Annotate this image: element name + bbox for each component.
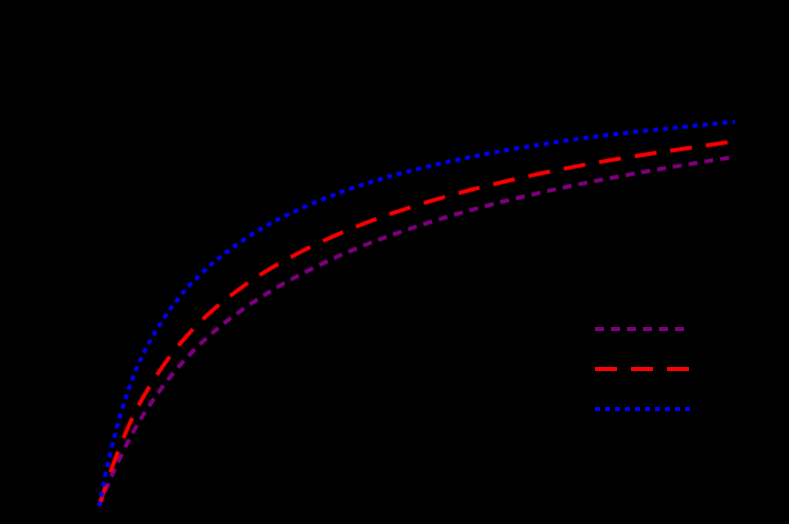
legend-swatch-purple	[595, 327, 690, 331]
chart-legend	[588, 312, 778, 430]
legend-item-blue	[588, 398, 778, 422]
legend-item-purple	[588, 318, 778, 342]
legend-swatch-red	[595, 367, 690, 371]
legend-item-red	[588, 358, 778, 382]
legend-swatch-blue	[595, 407, 690, 411]
